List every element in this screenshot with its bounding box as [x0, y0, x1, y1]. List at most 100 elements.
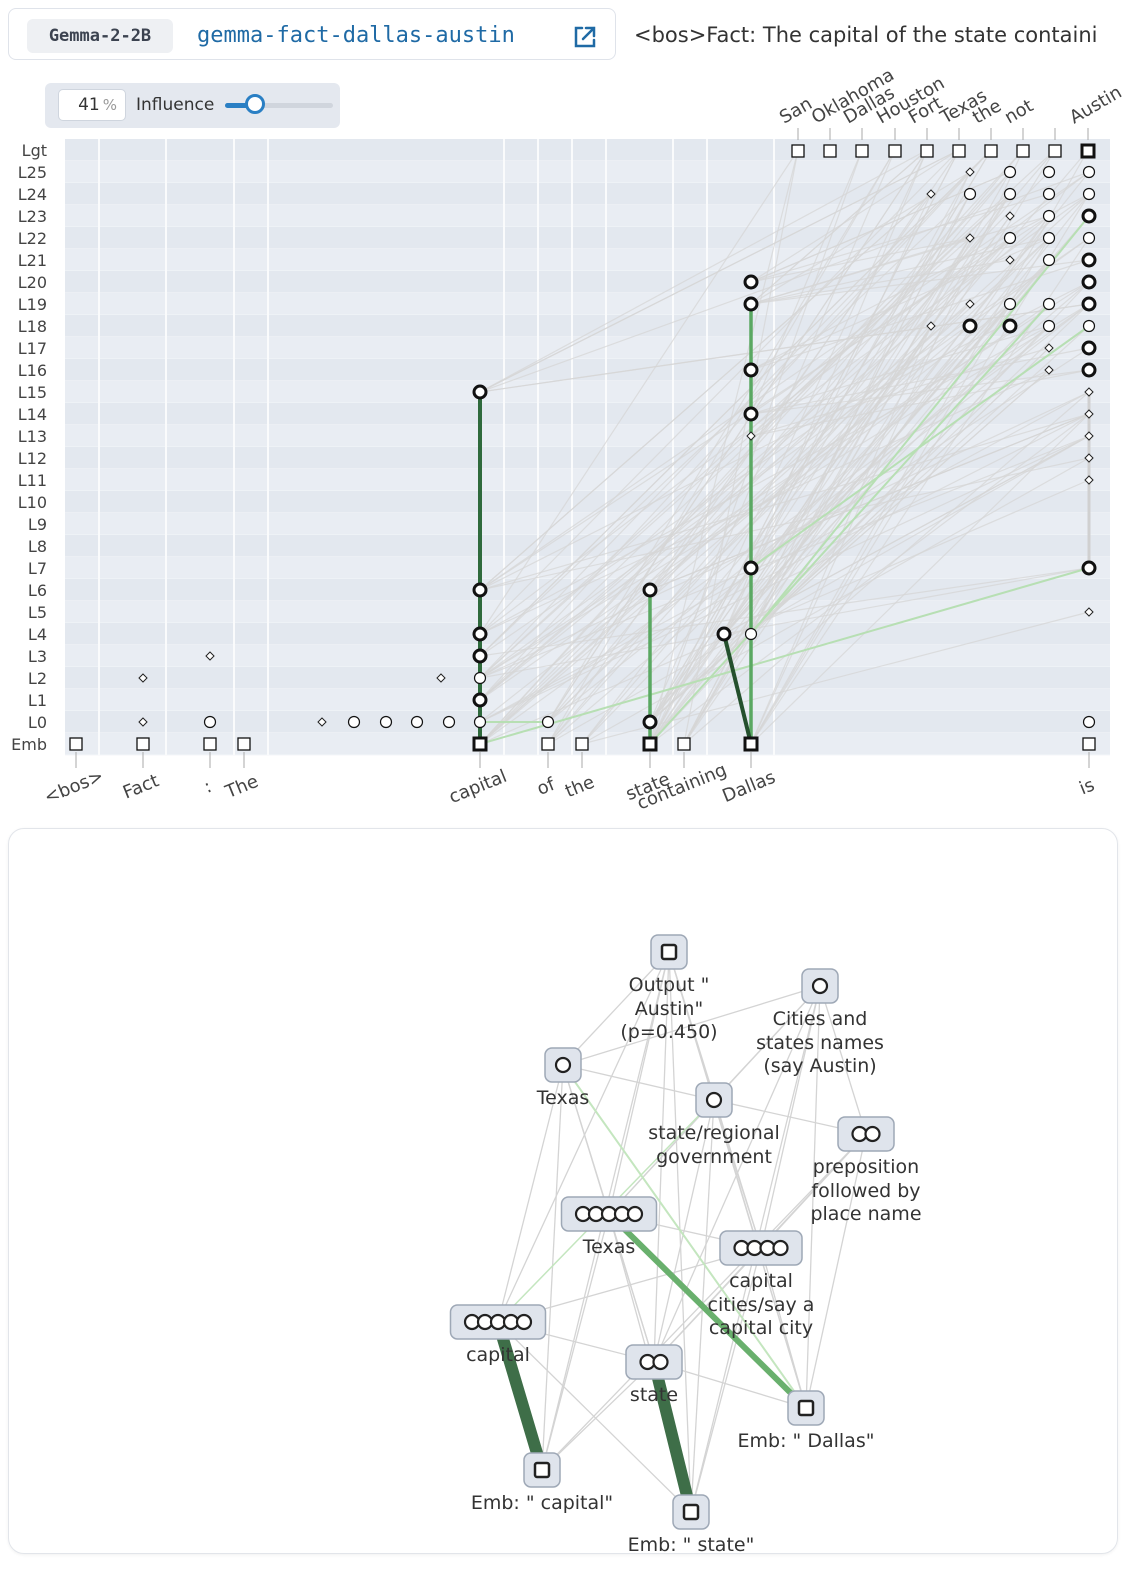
- logit-node[interactable]: [888, 144, 902, 158]
- feature-node[interactable]: [1042, 231, 1056, 245]
- feature-node[interactable]: [1084, 607, 1094, 617]
- feature-node[interactable]: [138, 717, 148, 727]
- feature-node[interactable]: [1003, 165, 1017, 179]
- feature-node[interactable]: [965, 167, 975, 177]
- feature-node[interactable]: [1081, 274, 1097, 290]
- feature-node[interactable]: [472, 582, 488, 598]
- feature-node[interactable]: [1042, 209, 1056, 223]
- embedding-node[interactable]: [203, 737, 217, 751]
- feature-node[interactable]: [472, 648, 488, 664]
- feature-node[interactable]: [1084, 409, 1094, 419]
- feature-node[interactable]: [1082, 319, 1096, 333]
- embedding-node[interactable]: [743, 736, 759, 752]
- feature-node[interactable]: [436, 673, 446, 683]
- feature-node[interactable]: [716, 626, 732, 642]
- feature-node[interactable]: [743, 274, 759, 290]
- logit-node[interactable]: [952, 144, 966, 158]
- feature-node[interactable]: [963, 187, 977, 201]
- feature-node[interactable]: [743, 406, 759, 422]
- feature-node[interactable]: [1084, 387, 1094, 397]
- feature-node[interactable]: [1044, 365, 1054, 375]
- external-link-icon[interactable]: [571, 23, 599, 51]
- logit-node[interactable]: [791, 144, 805, 158]
- feature-node[interactable]: [926, 321, 936, 331]
- edge: [497, 951, 670, 1323]
- feature-node[interactable]: [541, 715, 555, 729]
- embedding-node[interactable]: [237, 737, 251, 751]
- feature-node[interactable]: [1082, 231, 1096, 245]
- feature-node[interactable]: [138, 673, 148, 683]
- input-token: capital: [446, 766, 510, 808]
- influence-input[interactable]: 41%: [58, 89, 126, 121]
- feature-node[interactable]: [472, 692, 488, 708]
- slider-knob[interactable]: [245, 94, 265, 114]
- feature-node[interactable]: [1042, 187, 1056, 201]
- logit-node[interactable]: [984, 144, 998, 158]
- feature-node[interactable]: [743, 362, 759, 378]
- feature-node[interactable]: [1081, 340, 1097, 356]
- feature-node[interactable]: [1082, 187, 1096, 201]
- feature-node[interactable]: [1042, 253, 1056, 267]
- feature-node[interactable]: [473, 671, 487, 685]
- feature-node[interactable]: [1082, 165, 1096, 179]
- layer-label: L6: [28, 581, 47, 600]
- feature-node[interactable]: [1081, 296, 1097, 312]
- feature-node[interactable]: [1042, 297, 1056, 311]
- embedding-node[interactable]: [1082, 737, 1096, 751]
- model-badge[interactable]: Gemma-2-2B: [27, 19, 173, 53]
- feature-node[interactable]: [1003, 231, 1017, 245]
- feature-node[interactable]: [642, 582, 658, 598]
- feature-node[interactable]: [743, 560, 759, 576]
- feature-node[interactable]: [1081, 362, 1097, 378]
- feature-node[interactable]: [1084, 475, 1094, 485]
- logit-node[interactable]: [1016, 144, 1030, 158]
- embedding-node[interactable]: [575, 737, 589, 751]
- feature-node[interactable]: [473, 715, 487, 729]
- embedding-node[interactable]: [642, 736, 658, 752]
- feature-node[interactable]: [442, 715, 456, 729]
- logit-node[interactable]: [1080, 143, 1096, 159]
- feature-node[interactable]: [1081, 208, 1097, 224]
- feature-node[interactable]: [746, 431, 756, 441]
- logit-node[interactable]: [920, 144, 934, 158]
- logit-node[interactable]: [1048, 144, 1062, 158]
- feature-node[interactable]: [926, 189, 936, 199]
- embedding-node[interactable]: [472, 736, 488, 752]
- feature-node[interactable]: [347, 715, 361, 729]
- graph-name[interactable]: gemma-fact-dallas-austin: [197, 23, 515, 48]
- feature-node[interactable]: [1081, 252, 1097, 268]
- logit-node[interactable]: [823, 144, 837, 158]
- feature-node[interactable]: [743, 296, 759, 312]
- feature-node[interactable]: [962, 318, 978, 334]
- feature-node[interactable]: [1084, 453, 1094, 463]
- feature-node[interactable]: [1082, 715, 1096, 729]
- edge: [479, 171, 1090, 635]
- logit-node[interactable]: [855, 144, 869, 158]
- feature-node[interactable]: [642, 714, 658, 730]
- feature-node[interactable]: [1003, 187, 1017, 201]
- feature-node[interactable]: [1002, 318, 1018, 334]
- embedding-node[interactable]: [677, 737, 691, 751]
- feature-node[interactable]: [317, 717, 327, 727]
- feature-node[interactable]: [1003, 297, 1017, 311]
- feature-node[interactable]: [1042, 319, 1056, 333]
- feature-node[interactable]: [379, 715, 393, 729]
- feature-node[interactable]: [1044, 343, 1054, 353]
- feature-node[interactable]: [965, 299, 975, 309]
- feature-node[interactable]: [965, 233, 975, 243]
- feature-node[interactable]: [410, 715, 424, 729]
- feature-node[interactable]: [744, 627, 758, 641]
- feature-node[interactable]: [1084, 431, 1094, 441]
- feature-node[interactable]: [1081, 560, 1097, 576]
- feature-node[interactable]: [472, 384, 488, 400]
- embedding-node[interactable]: [69, 737, 83, 751]
- edge: [547, 149, 896, 745]
- embedding-node[interactable]: [541, 737, 555, 751]
- feature-node[interactable]: [472, 626, 488, 642]
- embedding-node[interactable]: [136, 737, 150, 751]
- feature-node[interactable]: [1005, 255, 1015, 265]
- feature-node[interactable]: [1005, 211, 1015, 221]
- feature-node[interactable]: [1042, 165, 1056, 179]
- feature-node[interactable]: [203, 715, 217, 729]
- feature-node[interactable]: [205, 651, 215, 661]
